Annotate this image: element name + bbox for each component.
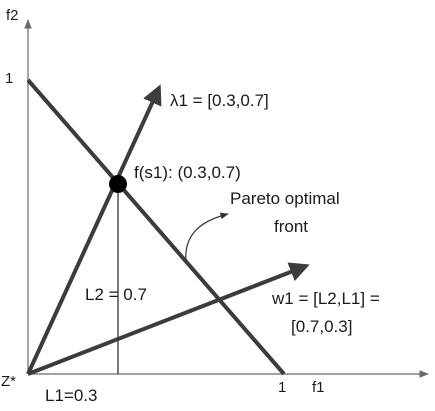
solution-point-label: f(s1): (0.3,0.7)	[134, 163, 241, 182]
x-tick-one: 1	[278, 379, 286, 396]
y-tick-one: 1	[5, 70, 13, 87]
solution-point	[109, 175, 127, 193]
lambda-label: λ1 = [0.3,0.7]	[170, 91, 269, 110]
pareto-annotation-arrow	[185, 212, 229, 263]
l2-label: L2 = 0.7	[85, 285, 147, 304]
y-axis-label: f2	[6, 7, 19, 24]
lambda-vector	[26, 84, 162, 375]
pareto-front-label-line2: front	[274, 217, 308, 236]
w1-label-line2: [0.7,0.3]	[291, 317, 352, 336]
origin-label: Z*	[1, 373, 16, 390]
pareto-front-label-line1: Pareto optimal	[230, 189, 340, 208]
pareto-front-line	[26, 78, 286, 376]
w1-vector	[27, 262, 310, 376]
l1-label: L1=0.3	[45, 386, 97, 405]
w1-label-line1: w1 = [L2,L1] =	[271, 289, 380, 308]
x-axis-label: f1	[312, 379, 325, 396]
